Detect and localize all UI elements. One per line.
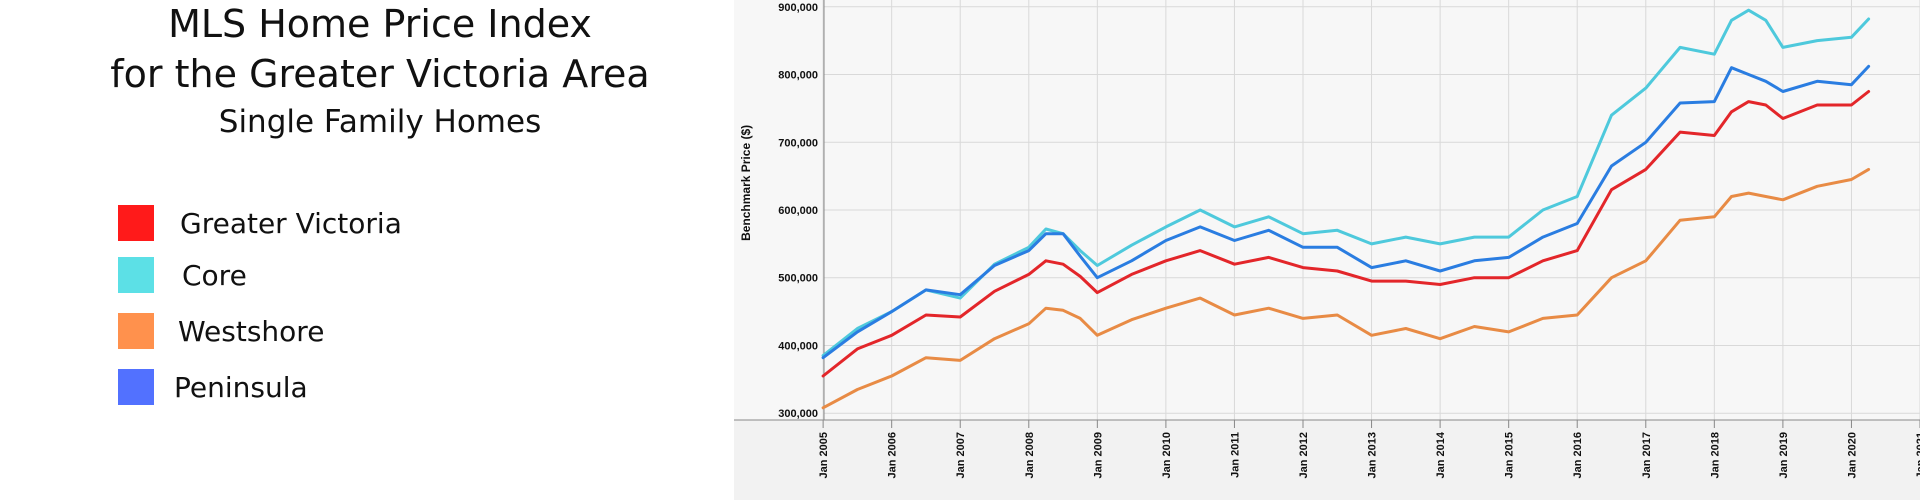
- series-line-greater-victoria: [821, 90, 1871, 378]
- legend-swatch: [118, 313, 154, 349]
- legend-swatch: [118, 369, 154, 405]
- y-tick-label: 800,000: [778, 70, 818, 82]
- x-axis-band: [734, 420, 1920, 500]
- x-tick-label: Jan 2011: [1229, 432, 1241, 478]
- x-tick-label: Jan 2012: [1298, 432, 1310, 478]
- x-tick-label: Jan 2018: [1709, 432, 1721, 478]
- line-chart: 300,000 400,000 500,000 600,000 700,000 800,0…: [734, 0, 1920, 500]
- x-tick-label: Jan 2017: [1641, 432, 1653, 478]
- x-tick-label: Jan 2021: [1915, 432, 1920, 478]
- x-tick-label: Jan 2010: [1161, 432, 1173, 478]
- y-tick-label: 400,000: [778, 340, 818, 352]
- x-tick-label: Jan 2013: [1367, 432, 1379, 478]
- x-tick-label: Jan 2015: [1504, 432, 1516, 478]
- x-tick-label: Jan 2008: [1024, 432, 1036, 478]
- series-line-peninsula: [821, 64, 1871, 360]
- y-tick-label: 600,000: [778, 205, 818, 217]
- x-tick-label: Jan 2009: [1092, 432, 1104, 478]
- chart-area: 300,000 400,000 500,000 600,000 700,000 800,0…: [734, 0, 1920, 500]
- heading-line-2: for the Greater Victoria Area: [110, 52, 650, 96]
- legend-item-westshore: Westshore: [118, 313, 518, 349]
- legend-item-greater-victoria: Greater Victoria: [118, 205, 518, 241]
- legend-label: Westshore: [178, 315, 325, 348]
- y-tick-label: 900,000: [778, 2, 818, 14]
- x-tick-label: Jan 2020: [1846, 432, 1858, 478]
- legend-swatch: [118, 205, 154, 241]
- series-line-westshore: [821, 167, 1871, 410]
- x-tick-label: Jan 2014: [1435, 431, 1447, 478]
- x-tick-label: Jan 2007: [955, 432, 967, 478]
- legend-label: Peninsula: [174, 371, 308, 404]
- legend-label: Greater Victoria: [180, 207, 402, 240]
- y-tick-label: 300,000: [778, 408, 818, 420]
- x-tick-label: Jan 2005: [818, 432, 830, 478]
- legend-swatch: [118, 257, 154, 293]
- x-tick-label: Jan 2019: [1778, 432, 1790, 478]
- x-tick-label: Jan 2016: [1572, 432, 1584, 478]
- heading-line-1: MLS Home Price Index: [168, 2, 592, 46]
- y-axis-label: Benchmark Price ($): [739, 125, 753, 241]
- legend-label: Core: [182, 259, 247, 292]
- series-line-core: [821, 8, 1871, 358]
- y-tick-label: 500,000: [778, 273, 818, 285]
- legend-item-peninsula: Peninsula: [118, 369, 518, 405]
- x-tick-label: Jan 2006: [887, 432, 899, 478]
- y-tick-label: 700,000: [778, 137, 818, 149]
- heading-subtitle: Single Family Homes: [218, 104, 542, 140]
- legend-item-core: Core: [118, 257, 518, 293]
